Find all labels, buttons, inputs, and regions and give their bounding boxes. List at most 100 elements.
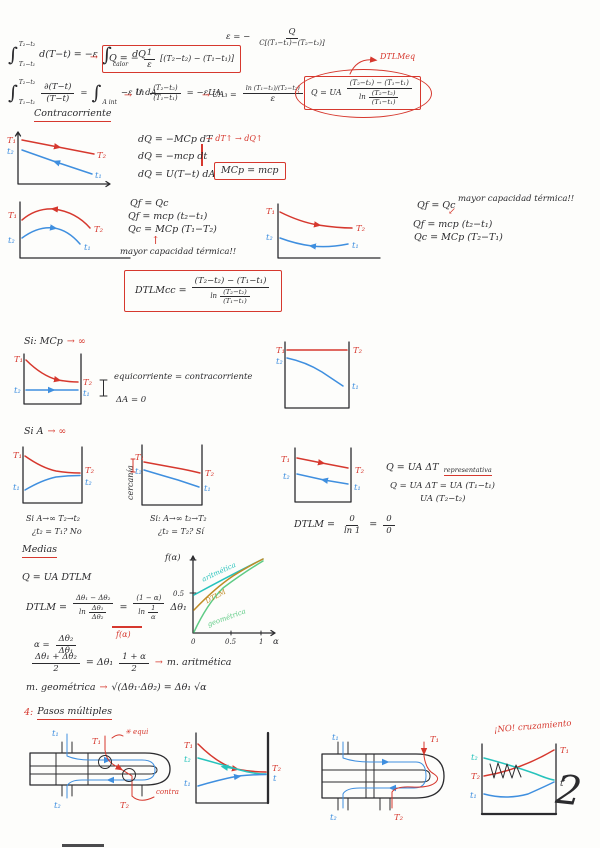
hot-stream-curve xyxy=(143,461,201,474)
cold-stream-curve xyxy=(279,237,349,250)
graph-case-cold: T₁ t₂ T₂ t₁ xyxy=(266,203,381,259)
hot-stream-line xyxy=(21,139,95,155)
f-alpha-note: f(α) xyxy=(116,630,131,639)
num: Δθ₁ − Δθ₂ xyxy=(72,594,114,604)
int2-num: ∂(T−t) xyxy=(41,82,75,94)
label-t2: t₂ xyxy=(14,386,21,396)
tube-lines xyxy=(29,765,158,775)
int2-sub: A int xyxy=(102,99,117,106)
subscript-representativa: representativa xyxy=(443,466,492,476)
page-number: 2 xyxy=(553,766,584,816)
cold-stream-curve xyxy=(24,474,81,491)
caption-2b: ¿t₂ = T₂? Sí xyxy=(158,527,204,536)
box1-tail: [(T₂−t₂) − (T₁−t₁)] xyxy=(160,54,235,64)
sw-arrow: ↙ xyxy=(448,206,456,217)
eq-num: Q xyxy=(285,27,299,39)
caption-2a: Si: A→∞ t₂→T₂ xyxy=(150,514,207,523)
int2-eq: = xyxy=(80,87,88,98)
label-t2: t₂ xyxy=(471,753,478,763)
dtlmcc-den-den: (T₁−t₁) xyxy=(223,297,247,306)
dtlmcc-lhs: DTLMcc = xyxy=(135,284,187,296)
balance-eq-2: dQ = −mcp dt xyxy=(138,151,208,162)
x-tick-1: 1 xyxy=(259,638,263,646)
cold-stream-line xyxy=(296,473,349,485)
label-t2: t₂ xyxy=(283,472,290,482)
den-den: Δθ₂ xyxy=(91,613,104,622)
den: 2 xyxy=(53,663,59,674)
graph-case-hot: T₁ t₂ T₂ t₁ xyxy=(8,201,131,259)
label-T1: T₁ xyxy=(14,355,23,365)
q-ua-dtlm-eq: Q = UA DTLM xyxy=(22,572,92,583)
effectiveness-equation: ε = − Q C[(T₁−t₁)−(T₂−t₂)] xyxy=(226,27,330,47)
case-cold-eq-2: Qf = mcp (t₂−t₁) xyxy=(413,219,493,230)
note-equi-contra: equicorriente = contracorriente xyxy=(114,372,253,382)
den2-den: α xyxy=(150,613,156,622)
equals: = xyxy=(119,601,128,613)
equals: = xyxy=(369,519,378,531)
label-contra: contra xyxy=(156,788,179,796)
case-hot-eq-2: Qf = mcp (t₂−t₁) xyxy=(128,211,208,222)
arrow: → xyxy=(202,90,210,101)
box1-lhs: Q = − xyxy=(109,53,139,65)
label-T2-out: T₂ xyxy=(120,801,130,811)
hot-stream-curve xyxy=(24,455,81,474)
label-t1: t₁ xyxy=(84,243,91,253)
arrow: → xyxy=(90,52,98,63)
label-t1: t₁ xyxy=(204,484,211,494)
int2-den: (T−t) xyxy=(46,93,70,104)
label-aritmetica: m. aritmética xyxy=(166,657,232,669)
x-tick-0: 0 xyxy=(191,638,196,646)
label-t1: t₁ xyxy=(83,389,90,399)
num: Δθ₁ + Δθ₂ xyxy=(32,652,80,664)
label-T2: T₂ xyxy=(205,469,215,479)
hot-flow-path xyxy=(391,741,439,809)
tube-lines xyxy=(321,769,431,783)
label-t1: t₁ xyxy=(352,382,359,392)
graph-means-comparison: f(α) 0.5 0 0.5 1 α aritmética DTLM geomé… xyxy=(164,552,279,647)
label-t1: t₁ xyxy=(184,779,191,789)
q-representative-eq: Q = UA ΔT representativa xyxy=(386,462,492,476)
cold-stream-curve xyxy=(143,469,200,488)
dtlmcc-den-num: (T₂−t₂) xyxy=(220,288,250,298)
label-equi: equi xyxy=(133,728,148,736)
integral-sign: ∫ xyxy=(91,81,102,104)
int2-upper: T₂−t₂ xyxy=(18,79,36,86)
ln: ln xyxy=(78,608,86,617)
alpha-definition: α = Δθ₂ Δθ₁ xyxy=(34,634,78,656)
num2: 1 + α xyxy=(119,652,149,664)
cold-pass1-curve xyxy=(197,757,267,775)
box1-den: ε xyxy=(147,59,152,70)
ua-lhs: UA₃ = xyxy=(212,89,237,99)
gap-bracket xyxy=(99,379,108,397)
x-axis-label: α xyxy=(273,637,279,647)
junction-circle-1 xyxy=(98,755,112,769)
int2-lower: T₁−t₁ xyxy=(18,99,36,106)
cold-pass1-curve xyxy=(483,757,555,781)
label-T2: T₂ xyxy=(356,224,366,234)
graph-mcp-infinite-left: T₁ t₂ T₂ t₁ xyxy=(14,353,108,405)
cold-flow-path xyxy=(342,741,427,809)
label-t2-out: t₂ xyxy=(330,813,337,823)
dtlmcc-ln: ln xyxy=(210,292,218,301)
scan-artifact xyxy=(62,844,104,847)
axes xyxy=(190,555,276,637)
label-T2-out: T₂ xyxy=(394,813,404,823)
ln-num: (T₂−t₂) xyxy=(150,84,181,94)
callout-arrow xyxy=(349,56,378,75)
label-T1: T₁ xyxy=(281,455,290,465)
den2: 2 xyxy=(131,663,137,674)
red-brace xyxy=(130,458,136,473)
arrow: → xyxy=(99,682,108,693)
integral-line-1: ∫ T₂−t₂ T₁−t₁ d(T−t) = −ε ∫ calor dQ xyxy=(8,42,146,68)
graph-countercurrent-profiles: T₁ t₂ T₂ t₁ xyxy=(7,131,111,188)
int-lower: T₁−t₁ xyxy=(18,61,36,68)
label-t2-out: t₂ xyxy=(54,801,61,811)
label-T1: T₁ xyxy=(276,346,285,356)
cold-pass1-arrow xyxy=(220,764,233,771)
heat-exchanger-sketch-1: t₁ T₁ ✳ equi contra T₂ t₂ xyxy=(29,728,179,811)
num2: (1 − α) xyxy=(133,594,165,604)
section-number: 4: xyxy=(24,707,34,718)
graph-no-crossover: t₂ T₂ t₁ T₁ t′ xyxy=(470,743,569,816)
ln-den: (T₁−t₁) xyxy=(153,93,178,102)
